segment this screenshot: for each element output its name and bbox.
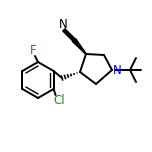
Text: Cl: Cl — [54, 95, 65, 107]
Text: N: N — [59, 19, 67, 31]
Text: N: N — [113, 64, 121, 76]
Polygon shape — [72, 39, 86, 54]
Text: F: F — [30, 43, 36, 57]
